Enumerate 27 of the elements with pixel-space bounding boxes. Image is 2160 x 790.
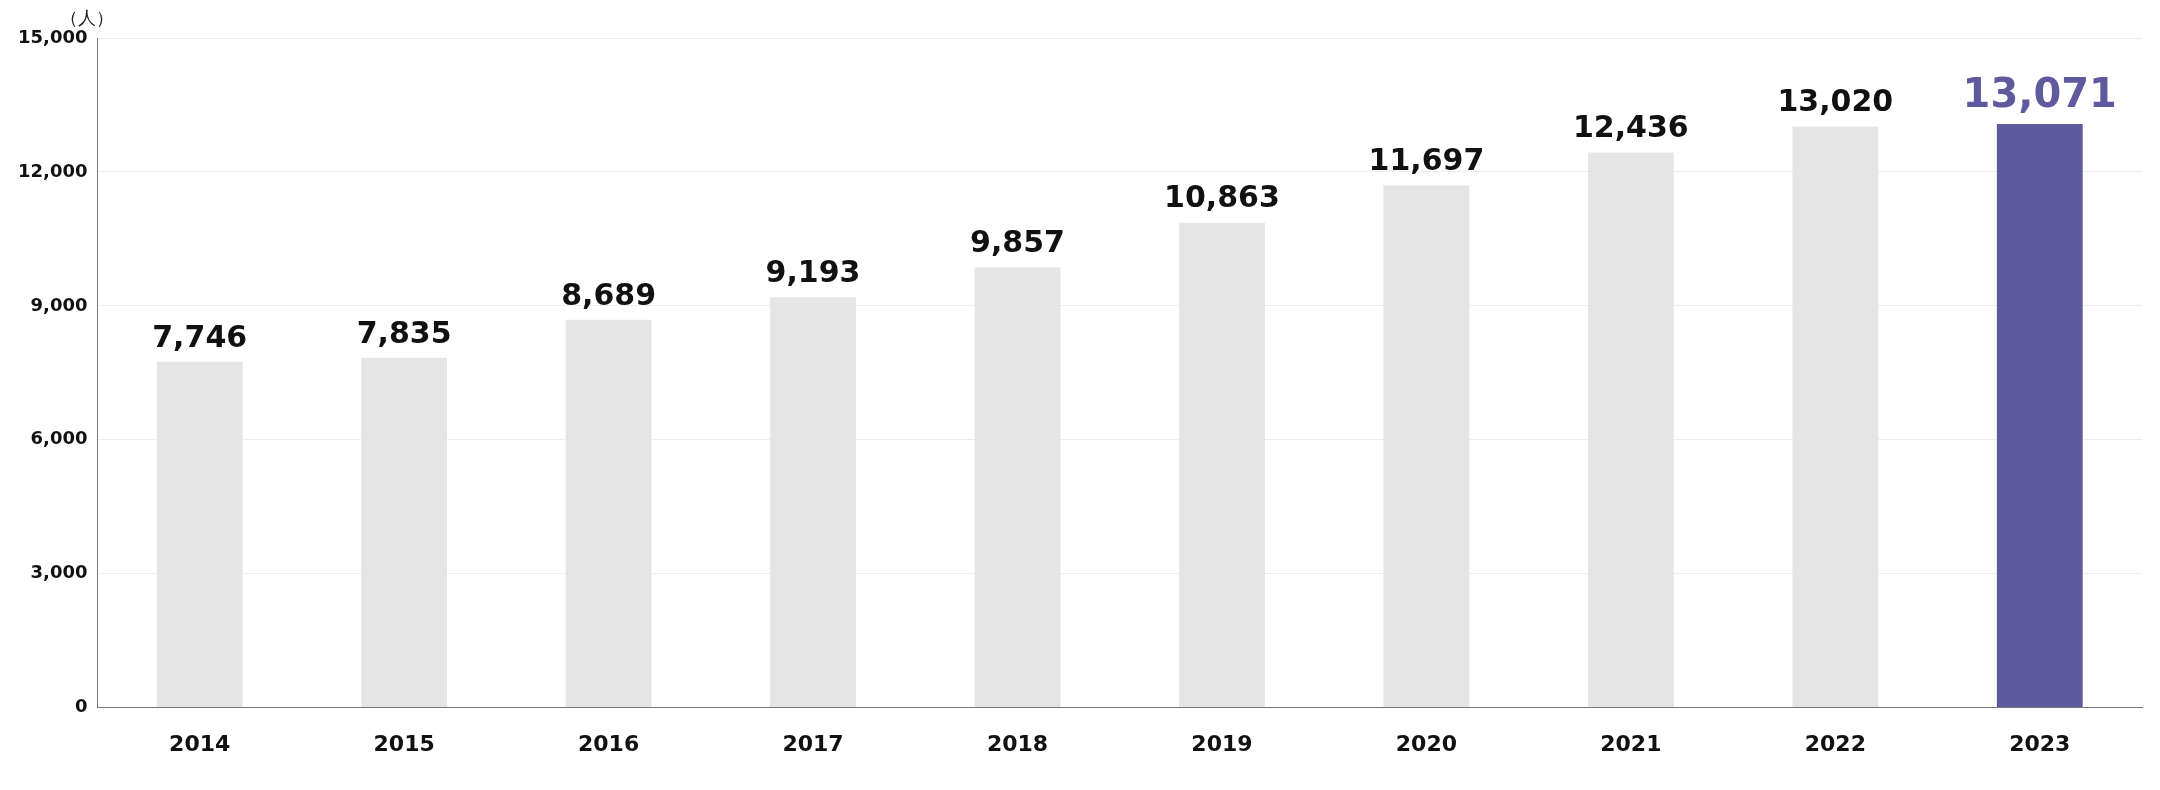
data-label: 9,193 bbox=[765, 254, 861, 290]
y-axis-title: （人） bbox=[60, 6, 115, 28]
data-label: 10,863 bbox=[1164, 179, 1280, 215]
x-tick-label: 2023 bbox=[2009, 730, 2071, 756]
y-tick-label: 9,000 bbox=[30, 293, 88, 315]
data-label: 13,020 bbox=[1777, 83, 1894, 119]
x-tick-label: 2014 bbox=[169, 730, 231, 756]
y-tick-label: 3,000 bbox=[30, 561, 88, 583]
y-tick-label: 12,000 bbox=[17, 159, 88, 181]
y-tick-label: 6,000 bbox=[30, 427, 88, 449]
x-tick-label: 2022 bbox=[1804, 730, 1866, 756]
x-tick-label: 2020 bbox=[1395, 730, 1458, 756]
bar bbox=[1996, 124, 2083, 708]
data-label: 8,689 bbox=[561, 276, 657, 312]
data-label: 13,071 bbox=[1962, 69, 2117, 116]
data-label: 7,746 bbox=[152, 318, 248, 354]
x-tick-label: 2021 bbox=[1600, 730, 1662, 756]
x-tick-label: 2016 bbox=[577, 730, 640, 756]
y-tick-label: 0 bbox=[74, 695, 88, 717]
x-tick-label: 2018 bbox=[986, 730, 1049, 756]
data-label: 11,697 bbox=[1368, 142, 1485, 178]
data-label: 9,857 bbox=[970, 224, 1065, 260]
x-tick-label: 2015 bbox=[373, 730, 435, 756]
x-tick-label: 2017 bbox=[782, 730, 844, 756]
x-tick-label: 2019 bbox=[1191, 730, 1253, 756]
data-label: 7,835 bbox=[356, 314, 452, 350]
data-label: 12,436 bbox=[1572, 109, 1689, 145]
